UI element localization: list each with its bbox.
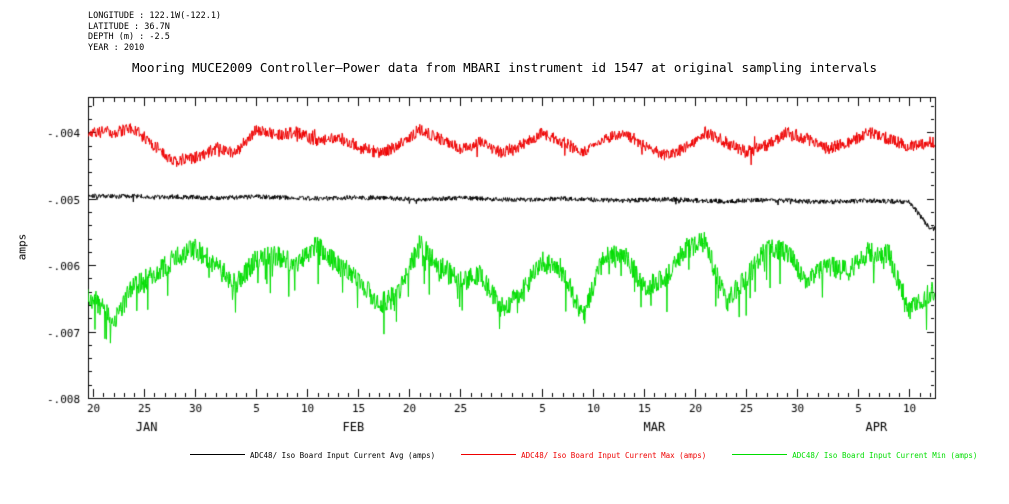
legend-label: ADC48/ Iso Board Input Current Avg (amps… [250, 451, 436, 460]
legend-label: ADC48/ Iso Board Input Current Max (amps… [521, 451, 707, 460]
year-label: YEAR : 2010 [88, 42, 145, 53]
legend-label: ADC48/ Iso Board Input Current Min (amps… [792, 451, 978, 460]
latitude-label: LATITUDE : 36.7N [88, 21, 170, 32]
legend-item: ADC48/ Iso Board Input Current Min (amps… [732, 451, 977, 460]
legend: ADC48/ Iso Board Input Current Avg (amps… [190, 451, 1003, 460]
legend-item: ADC48/ Iso Board Input Current Avg (amps… [190, 451, 435, 460]
legend-line-swatch [190, 454, 245, 455]
chart-title: Mooring MUCE2009 Controller—Power data f… [131, 60, 878, 75]
depth-label: DEPTH (m) : -2.5 [88, 32, 170, 42]
longitude-label: LONGITUDE : 122.1W(-122.1) [88, 11, 222, 21]
location-metadata: LONGITUDE : 122.1W(-122.1) LATITUDE : 36… [88, 11, 221, 53]
legend-line-swatch [732, 454, 788, 455]
legend-item: ADC48/ Iso Board Input Current Max (amps… [461, 451, 706, 460]
legend-line-swatch [461, 454, 517, 455]
y-axis-label: amps [15, 233, 29, 261]
